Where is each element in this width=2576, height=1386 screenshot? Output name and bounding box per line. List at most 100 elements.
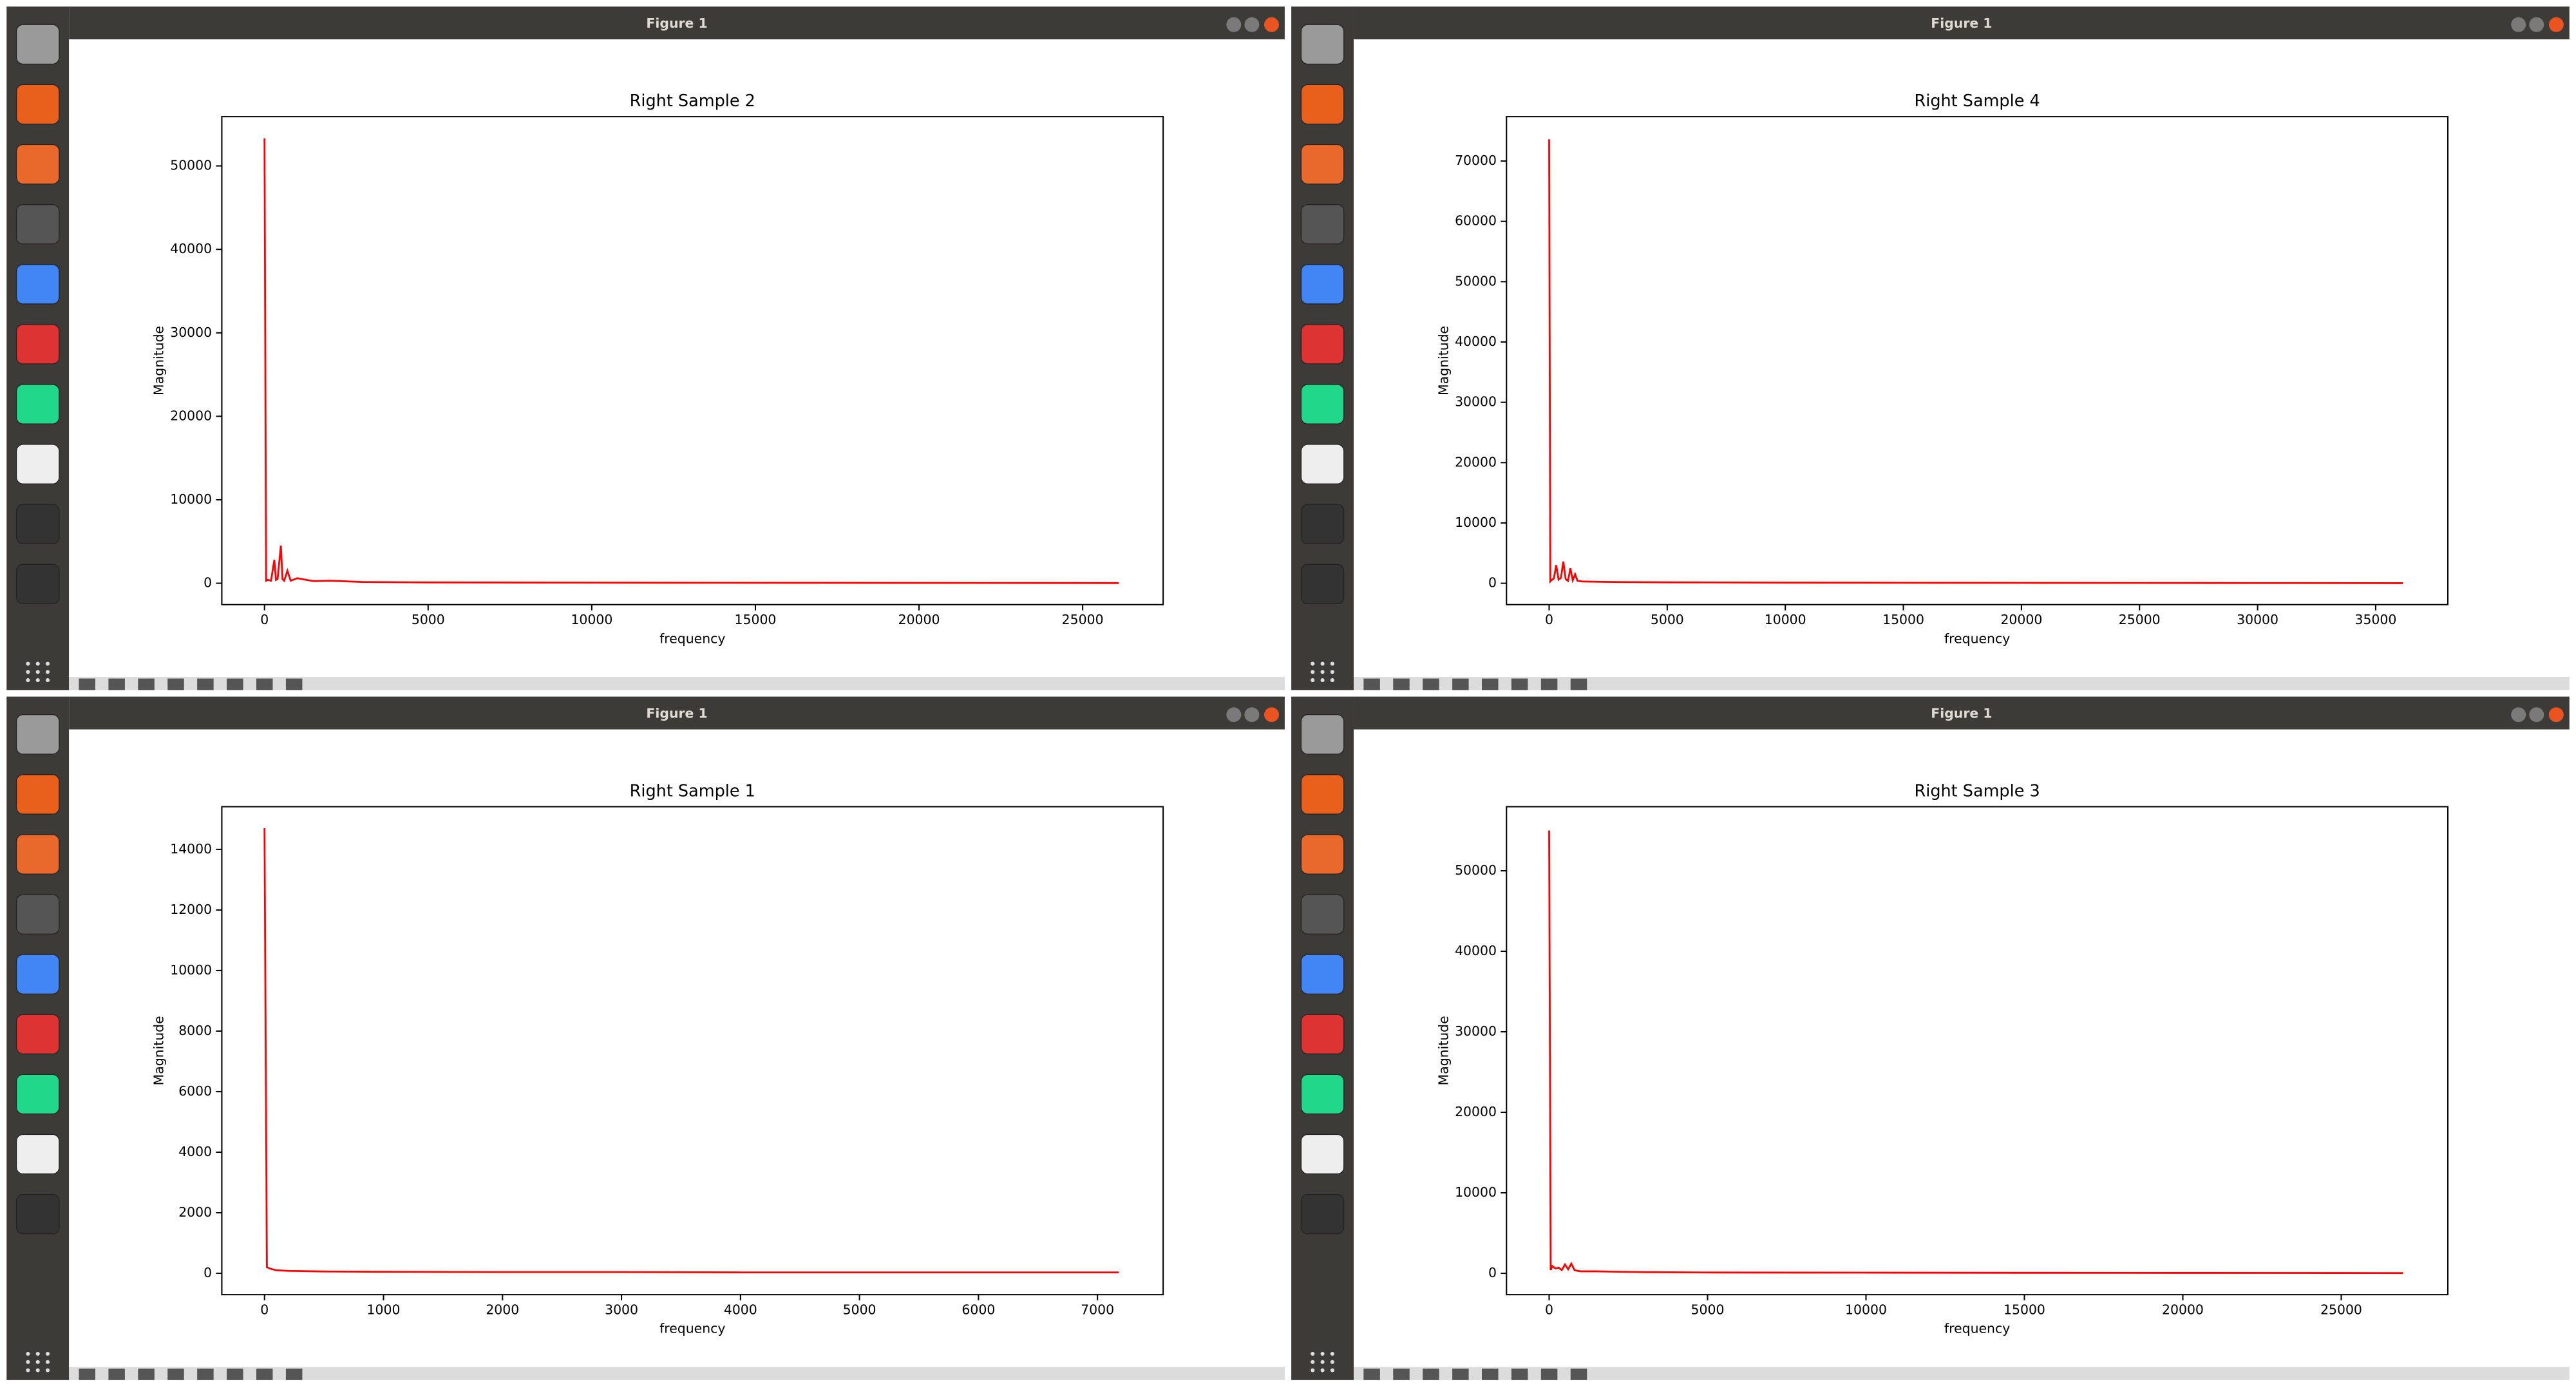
toolbar-button[interactable] <box>1482 678 1499 690</box>
toolbar-button[interactable] <box>79 678 95 690</box>
apps-dot <box>26 1351 30 1356</box>
window-button[interactable] <box>1244 17 1260 32</box>
data-line <box>263 138 1119 584</box>
toolbar-button[interactable] <box>138 678 155 690</box>
toolbar-button[interactable] <box>167 678 184 690</box>
launcher-icon[interactable] <box>15 1134 60 1175</box>
launcher-icon[interactable] <box>15 384 60 424</box>
window-button[interactable] <box>1264 17 1279 32</box>
toolbar-button[interactable] <box>197 678 214 690</box>
window-button[interactable] <box>1226 17 1242 32</box>
y-tick-label: 40000 <box>1455 334 1497 349</box>
toolbar-button[interactable] <box>167 1368 184 1380</box>
apps-dot <box>1330 1360 1334 1364</box>
y-tick-label: 0 <box>204 1265 212 1280</box>
toolbar-button[interactable] <box>1570 1368 1587 1380</box>
apps-dot <box>35 661 40 666</box>
toolbar-button[interactable] <box>1423 1368 1439 1380</box>
launcher-icon[interactable] <box>1300 384 1345 424</box>
toolbar-button[interactable] <box>1511 678 1528 690</box>
y-tick-label: 6000 <box>178 1083 212 1099</box>
launcher-icon[interactable] <box>1300 954 1345 994</box>
launcher-icon[interactable] <box>1300 444 1345 484</box>
toolbar-button[interactable] <box>1540 678 1558 690</box>
toolbar-button[interactable] <box>227 678 243 690</box>
window-button[interactable] <box>2548 707 2564 723</box>
window-button[interactable] <box>2511 707 2526 723</box>
toolbar-button[interactable] <box>285 678 303 690</box>
launcher-icon[interactable] <box>15 1014 60 1055</box>
toolbar-button[interactable] <box>1570 678 1587 690</box>
toolbar-button[interactable] <box>1452 1368 1469 1380</box>
toolbar-button[interactable] <box>108 678 125 690</box>
launcher-icon[interactable] <box>1300 1193 1345 1235</box>
toolbar-button[interactable] <box>108 1368 125 1380</box>
apps-dot <box>1320 1351 1325 1356</box>
launcher-icon[interactable] <box>15 204 60 245</box>
launcher-icon[interactable] <box>15 1074 60 1115</box>
window-button[interactable] <box>1226 707 1242 723</box>
launcher-icon[interactable] <box>15 84 60 125</box>
launcher-icon[interactable] <box>15 504 60 545</box>
apps-dot <box>1311 1360 1315 1364</box>
launcher-icon[interactable] <box>15 834 60 875</box>
y-axis-label: Magnitude <box>1435 1016 1451 1085</box>
window-button[interactable] <box>2529 17 2544 32</box>
toolbar-button[interactable] <box>1363 1368 1380 1380</box>
apps-dot <box>1320 670 1325 674</box>
launcher-icon[interactable] <box>15 324 60 365</box>
toolbar-button[interactable] <box>1540 1368 1558 1380</box>
launcher-icon[interactable] <box>1300 774 1345 815</box>
launcher-icon[interactable] <box>1300 894 1345 935</box>
toolbar-button[interactable] <box>79 1368 95 1380</box>
launcher-icon[interactable] <box>15 264 60 305</box>
toolbar-button[interactable] <box>1452 678 1469 690</box>
window-button[interactable] <box>1244 707 1260 723</box>
launcher-icon[interactable] <box>15 714 60 755</box>
toolbar-button[interactable] <box>1363 678 1380 690</box>
launcher-icon[interactable] <box>15 144 60 185</box>
data-line <box>1548 139 2403 584</box>
launcher-icon[interactable] <box>15 954 60 994</box>
launcher-icon[interactable] <box>1300 204 1345 245</box>
toolbar-button[interactable] <box>1393 1368 1410 1380</box>
launcher-icon[interactable] <box>15 444 60 484</box>
launcher-icon[interactable] <box>1300 504 1345 545</box>
apps-dot <box>26 670 30 674</box>
toolbar-button[interactable] <box>256 678 273 690</box>
toolbar-button[interactable] <box>1482 1368 1499 1380</box>
toolbar-button[interactable] <box>1393 678 1410 690</box>
window: Figure 1 Right Sample 3 frequency Magnitude… <box>1291 696 2570 1380</box>
launcher-icon[interactable] <box>1300 714 1345 755</box>
toolbar-button[interactable] <box>227 1368 243 1380</box>
launcher-icon[interactable] <box>1300 144 1345 185</box>
window-button[interactable] <box>1264 707 1279 723</box>
launcher-icon[interactable] <box>15 894 60 935</box>
toolbar-button[interactable] <box>138 1368 155 1380</box>
toolbar-button[interactable] <box>197 1368 214 1380</box>
toolbar-button[interactable] <box>256 1368 273 1380</box>
launcher-icon[interactable] <box>1300 834 1345 875</box>
launcher-icon[interactable] <box>1300 264 1345 305</box>
toolbar-button[interactable] <box>285 1368 303 1380</box>
toolbar-button[interactable] <box>1511 1368 1528 1380</box>
launcher-icon[interactable] <box>15 1193 60 1235</box>
launcher-icon[interactable] <box>1300 324 1345 365</box>
window-button[interactable] <box>2511 17 2526 32</box>
launcher-icon[interactable] <box>1300 1014 1345 1055</box>
x-tick-label: 10000 <box>571 612 612 627</box>
window-button[interactable] <box>2548 17 2564 32</box>
launcher-icon[interactable] <box>1300 84 1345 125</box>
launcher-icon[interactable] <box>1300 1134 1345 1175</box>
launcher-icon[interactable] <box>1300 1074 1345 1115</box>
launcher-icon[interactable] <box>1300 24 1345 65</box>
launcher-icon[interactable] <box>1300 564 1345 605</box>
toolbar-button[interactable] <box>1423 678 1439 690</box>
window-button[interactable] <box>2529 707 2544 723</box>
y-tick-label: 2000 <box>178 1204 212 1220</box>
launcher-icon[interactable] <box>15 24 60 65</box>
launcher-icon[interactable] <box>15 564 60 605</box>
window-body <box>69 729 1285 1367</box>
launcher-icon[interactable] <box>15 774 60 815</box>
